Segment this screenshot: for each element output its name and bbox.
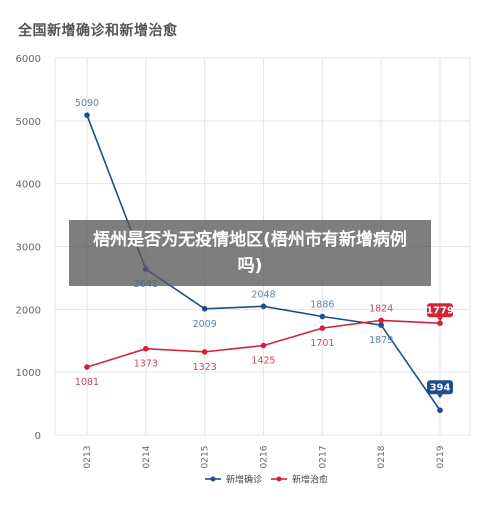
legend-marker (210, 476, 216, 482)
data-point (84, 364, 90, 370)
x-tick-label: 0217 (318, 446, 328, 469)
y-tick-label: 6000 (16, 54, 41, 65)
data-point (378, 317, 384, 324)
x-tick-label: 0214 (142, 445, 152, 468)
data-point (319, 325, 326, 331)
legend-label: 新增确诊 (226, 474, 262, 486)
callout-confirmed-box (427, 380, 453, 395)
data-label: 1701 (310, 338, 334, 349)
data-point (378, 322, 384, 328)
data-point (201, 349, 208, 355)
data-label: 1879 (369, 335, 393, 346)
data-label: 1323 (193, 362, 217, 373)
x-tick-label: 0219 (436, 445, 446, 468)
data-point (143, 345, 149, 352)
overlay-text: 梧州是否为无疫情地区(梧州市有新增病例吗) (93, 230, 407, 276)
data-point (319, 313, 326, 320)
y-tick-label: 1000 (16, 368, 41, 379)
data-label: 1373 (134, 359, 158, 370)
x-tick-label: 0215 (201, 446, 211, 469)
data-label: 2009 (193, 319, 217, 330)
data-label: 1425 (251, 355, 275, 366)
x-tick-label: 0218 (377, 445, 387, 468)
callout-cured-box (427, 303, 453, 318)
y-tick-label: 4000 (16, 180, 41, 191)
chart-title: 全国新增确诊和新增治愈 (18, 23, 178, 39)
data-label: 1824 (369, 303, 393, 314)
data-point (260, 342, 267, 349)
data-label: 2048 (251, 289, 275, 300)
callout-confirmed-pointer (437, 394, 443, 399)
callout-cured-pointer (437, 317, 443, 322)
data-point (260, 303, 267, 310)
data-point (437, 320, 443, 327)
callout-cured: 1779 (426, 306, 454, 317)
y-tick-label: 2000 (16, 305, 41, 316)
y-tick-label: 3000 (16, 243, 41, 254)
data-point (437, 407, 443, 414)
legend-label: 新增治愈 (292, 474, 328, 486)
y-tick-label: 5000 (16, 117, 41, 128)
callout-confirmed: 394 (430, 383, 451, 394)
x-tick-label: 0213 (83, 446, 93, 469)
data-label: 5090 (75, 98, 99, 109)
legend-marker (276, 476, 282, 482)
data-label: 1081 (75, 377, 99, 388)
data-label: 1886 (310, 299, 334, 310)
x-tick-label: 0216 (260, 445, 270, 468)
data-point (84, 112, 90, 118)
overlay-banner: 梧州是否为无疫情地区(梧州市有新增病例吗) (69, 220, 431, 286)
data-point (201, 305, 208, 312)
y-tick-label: 0 (35, 431, 41, 442)
